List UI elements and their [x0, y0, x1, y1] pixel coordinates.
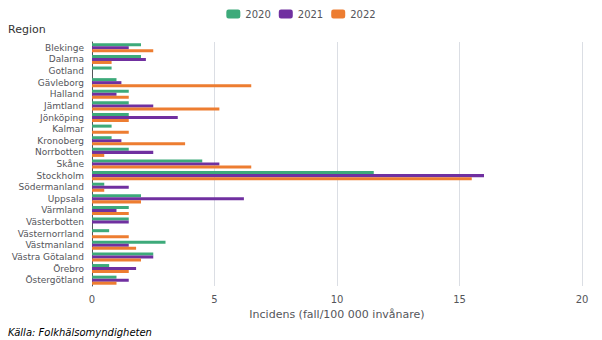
svg-text:Stockholm: Stockholm: [37, 171, 84, 181]
svg-text:Västra Götaland: Västra Götaland: [12, 252, 84, 262]
svg-text:Jönköping: Jönköping: [39, 113, 84, 123]
svg-text:Jämtland: Jämtland: [43, 101, 84, 111]
svg-text:Gotland: Gotland: [49, 66, 84, 76]
svg-text:Gävleborg: Gävleborg: [38, 78, 84, 88]
svg-text:Värmland: Värmland: [41, 205, 84, 215]
svg-text:Blekinge: Blekinge: [45, 43, 84, 53]
svg-text:Örebro: Örebro: [53, 264, 84, 274]
svg-text:Västerbotten: Västerbotten: [26, 217, 84, 227]
svg-text:2020: 2020: [245, 9, 270, 20]
svg-text:10: 10: [331, 294, 344, 305]
svg-text:20: 20: [576, 294, 589, 305]
svg-text:Uppsala: Uppsala: [48, 194, 84, 204]
svg-text:Halland: Halland: [50, 89, 84, 99]
svg-text:Östergötland: Östergötland: [25, 275, 84, 285]
svg-text:5: 5: [211, 294, 217, 305]
svg-text:15: 15: [453, 294, 466, 305]
svg-text:Incidens (fall/100 000 invånar: Incidens (fall/100 000 invånare): [249, 308, 424, 321]
svg-text:Skåne: Skåne: [56, 159, 84, 169]
svg-text:2021: 2021: [298, 9, 323, 20]
svg-text:Södermanland: Södermanland: [19, 182, 84, 192]
svg-text:Källa: Folkhälsomyndigheten: Källa: Folkhälsomyndigheten: [8, 327, 152, 338]
svg-text:Västmanland: Västmanland: [25, 240, 84, 250]
svg-text:Region: Region: [8, 23, 46, 36]
svg-text:Västernorrland: Västernorrland: [18, 229, 84, 239]
svg-text:2022: 2022: [350, 9, 375, 20]
svg-text:0: 0: [89, 294, 95, 305]
svg-text:Norrbotten: Norrbotten: [35, 147, 84, 157]
svg-text:Dalarna: Dalarna: [49, 54, 84, 64]
svg-text:Kalmar: Kalmar: [52, 124, 84, 134]
svg-text:Kronoberg: Kronoberg: [37, 136, 84, 146]
